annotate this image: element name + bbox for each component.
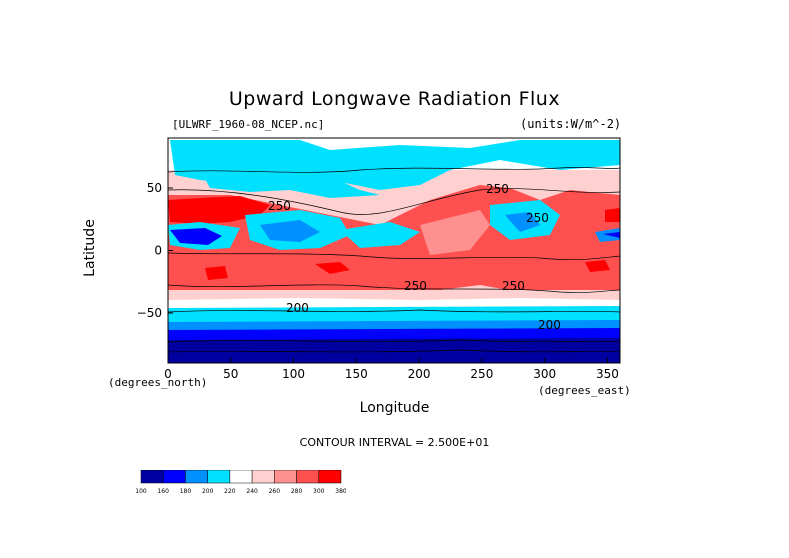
x-units-label: (degrees_north)	[108, 376, 208, 389]
colorbar-swatch	[185, 470, 208, 484]
patch-africa-blue	[170, 228, 222, 245]
contour-label: 250	[486, 182, 509, 196]
colorbar-swatch	[251, 470, 275, 484]
colorbar-swatch	[229, 470, 253, 484]
x-tick-label: 350	[596, 367, 619, 381]
patch-sa-red	[205, 266, 228, 280]
colorbar-label: 380	[335, 488, 346, 495]
colorbar: 100 160 180 200 220 240 260 280 300 380	[136, 470, 346, 495]
chart-title: Upward Longwave Radiation Flux	[228, 88, 561, 110]
contour-label: 200	[286, 301, 309, 315]
patch-arctic-cyan2	[200, 165, 380, 198]
x-units-right-label: (degrees_east)	[538, 384, 631, 397]
colorbar-swatch	[207, 470, 231, 484]
colorbar-label: 220	[224, 488, 236, 495]
patch-pacific-warm	[420, 210, 490, 255]
x-tick-label: 100	[282, 367, 305, 381]
colorbar-label: 240	[246, 488, 258, 495]
colorbar-label: 160	[157, 488, 169, 495]
contour-lines	[168, 167, 620, 353]
colorbar-label: 260	[269, 488, 281, 495]
units-label: (units:W/m^-2)	[520, 117, 622, 131]
x-axis-label: Longitude	[359, 400, 430, 416]
y-axis-label: Latitude	[82, 219, 98, 277]
x-tick-label: 0	[164, 367, 172, 381]
patch-pacific-cyan	[340, 222, 420, 248]
x-tick-label: 250	[470, 367, 493, 381]
colorbar-label: 300	[313, 488, 325, 495]
patch-pacific-red	[315, 262, 350, 274]
patch-arctic-cyan	[170, 140, 620, 190]
x-tick-label: 200	[408, 367, 431, 381]
y-tick-label: −50	[137, 306, 162, 320]
colorbar-swatch	[318, 470, 342, 484]
colorbar-label: 280	[291, 488, 303, 495]
contour-label: 250	[502, 279, 525, 293]
contour-interval: CONTOUR INTERVAL = 2.500E+01	[299, 436, 490, 449]
colorbar-label: 100	[136, 488, 147, 495]
contour-label: 250	[526, 211, 549, 225]
patch-asia-deep	[260, 220, 320, 242]
patch-america-deep	[505, 212, 540, 232]
patch-atlantic-blue	[603, 232, 620, 238]
file-label: [ULWRF_1960-08_NCEP.nc]	[172, 118, 325, 131]
colorbar-swatch	[140, 470, 164, 484]
field-layer	[168, 138, 620, 363]
patch-arabia-red	[605, 208, 620, 222]
colorbar-swatch	[162, 470, 186, 484]
colorbar-label: 180	[180, 488, 192, 495]
contour-label: 250	[404, 279, 427, 293]
x-tick-label: 300	[533, 367, 556, 381]
colorbar-swatch	[296, 470, 320, 484]
colorbar-swatch	[274, 470, 297, 484]
contour-label: 200	[538, 318, 561, 332]
axis-ticks: 0 50 100 150 200 250 300 350 50 0 −50	[137, 181, 619, 381]
y-tick-label: 0	[154, 244, 162, 258]
x-tick-label: 150	[345, 367, 368, 381]
contour-label: 250	[268, 199, 291, 213]
colorbar-label: 200	[202, 488, 214, 495]
y-tick-label: 50	[147, 181, 162, 195]
patch-east-red	[585, 260, 610, 272]
band-antarctic-navy	[168, 338, 620, 363]
patch-sahara-red	[168, 196, 270, 224]
band-south-warm	[168, 250, 620, 295]
contour-label-group: 250 250 250 250 250 200 200	[268, 182, 561, 332]
x-tick-label: 50	[223, 367, 238, 381]
